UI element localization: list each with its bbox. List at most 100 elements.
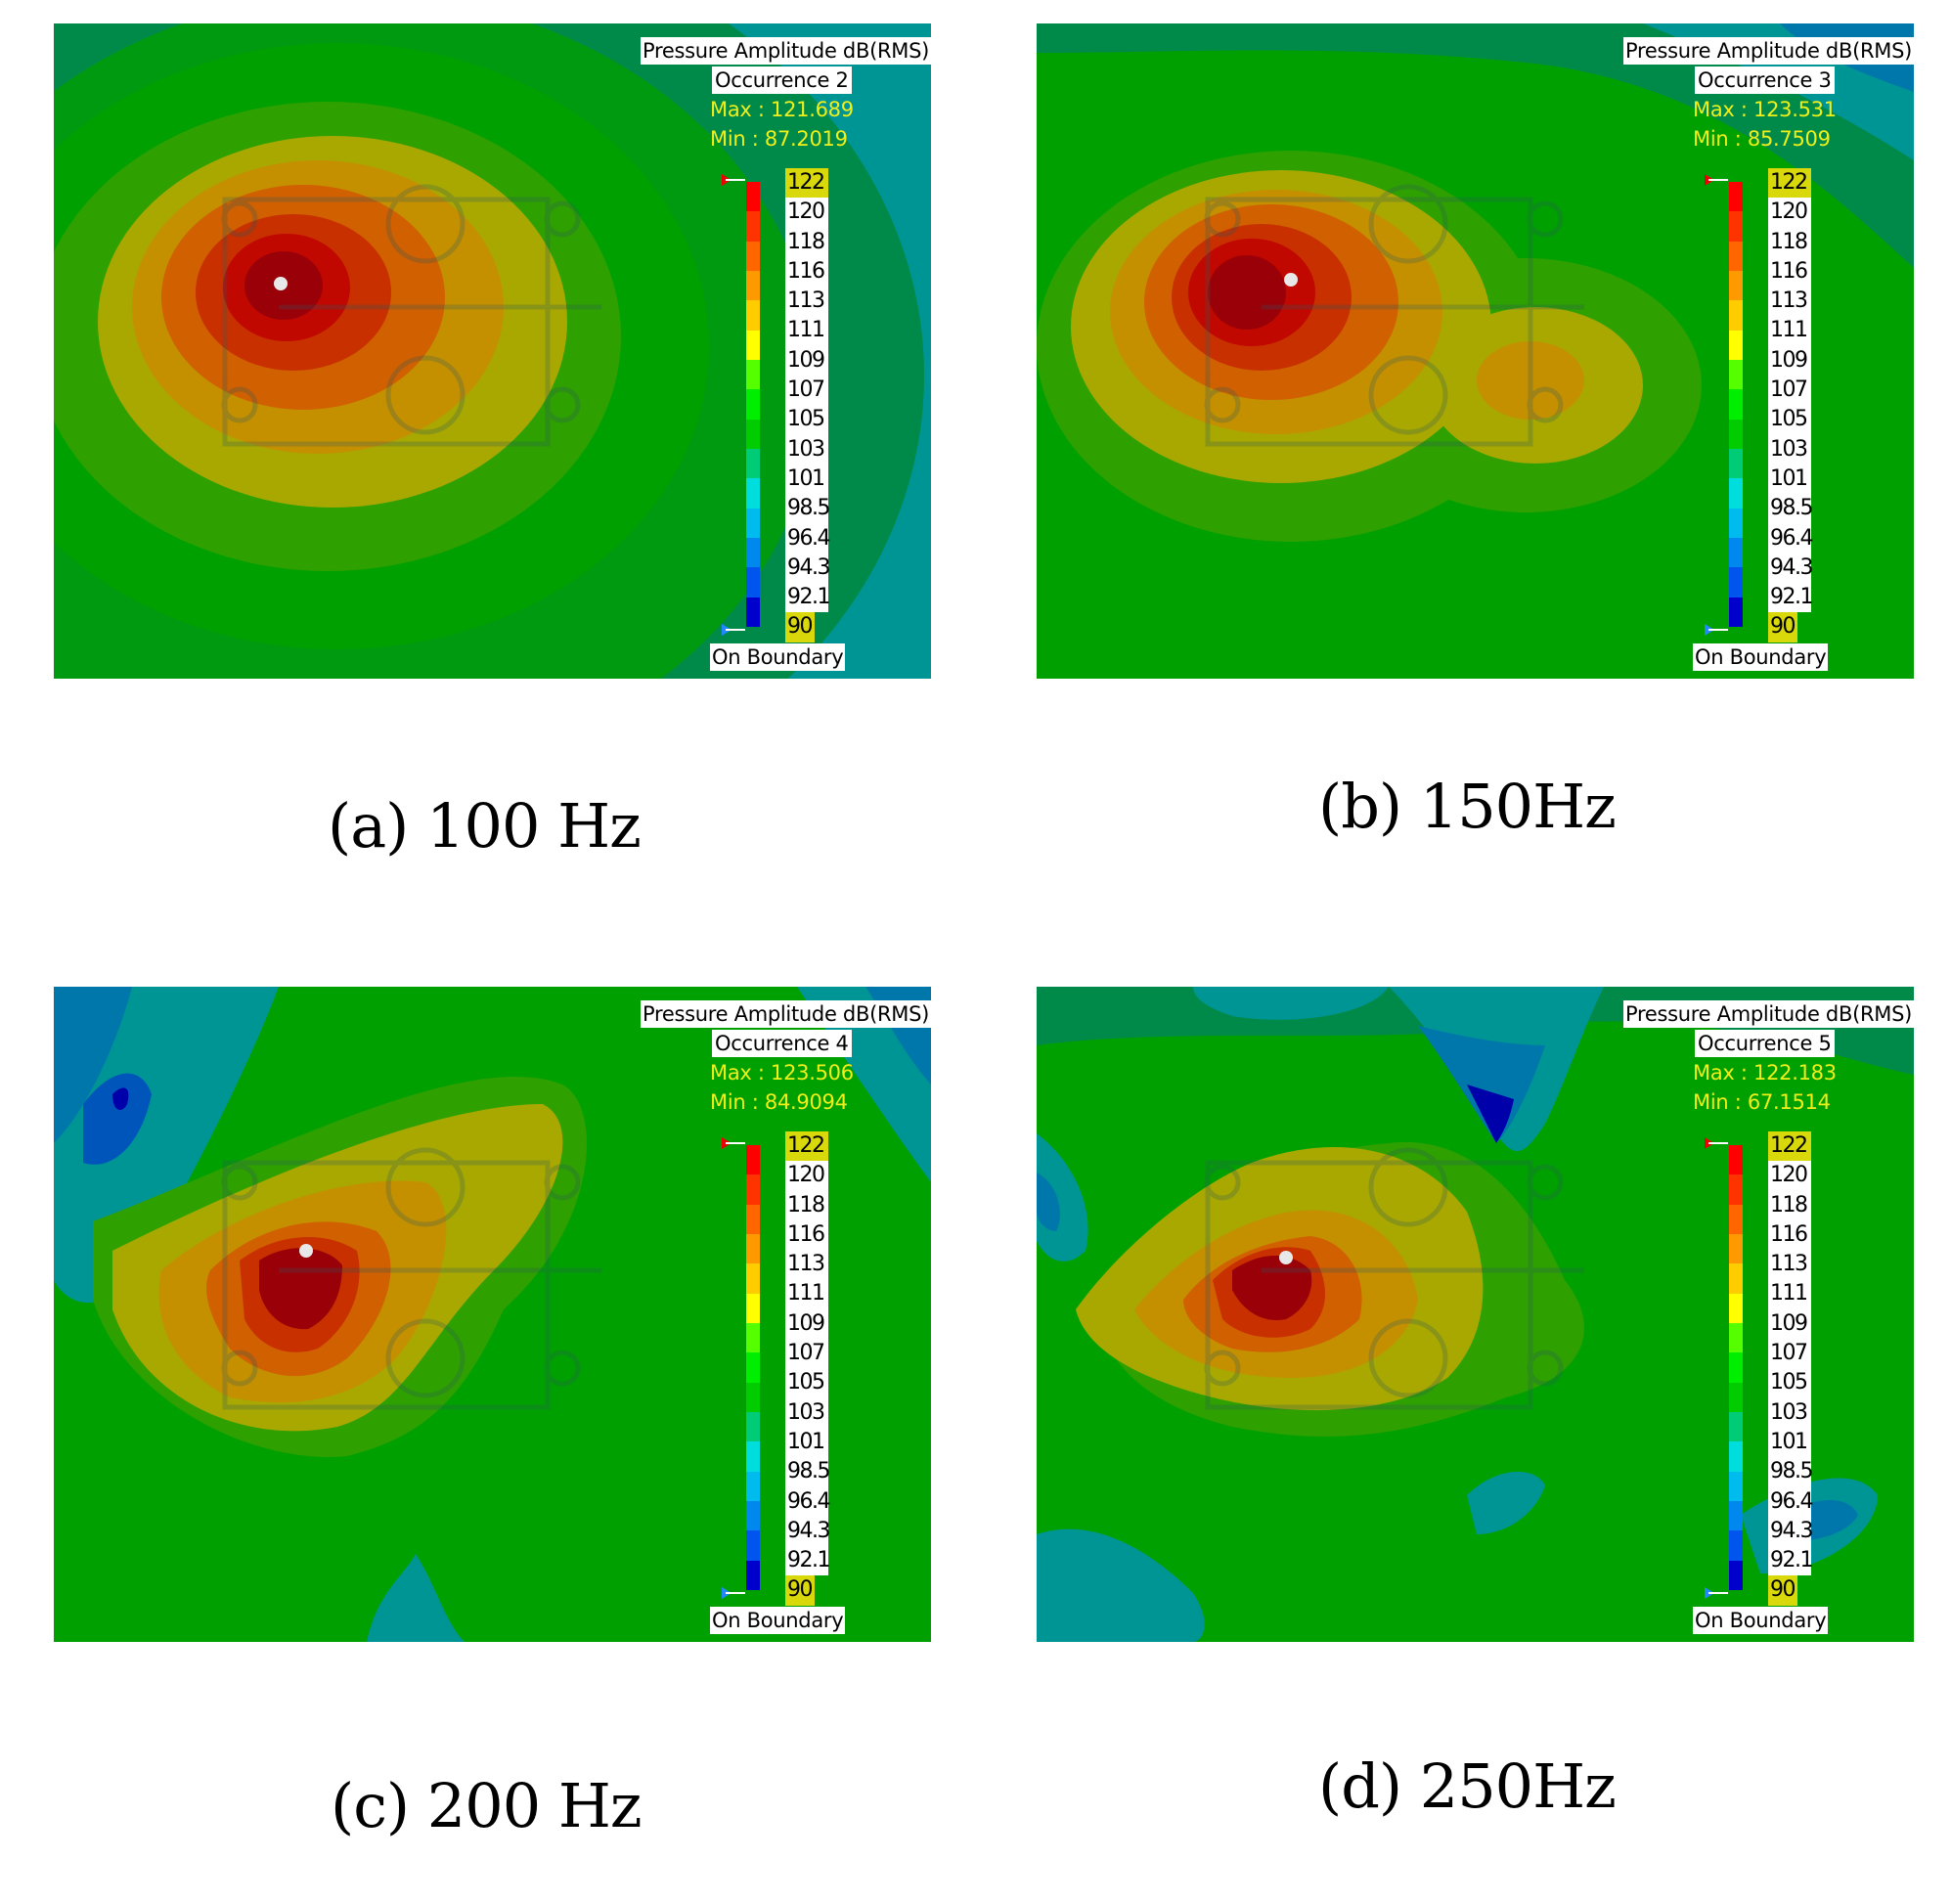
tick: 118 <box>1768 227 1811 257</box>
tick: 94.3 <box>785 553 830 584</box>
legend-max: Max : 123.506 <box>710 1061 854 1085</box>
contour-panel-c: Pressure Amplitude dB(RMS) Occurrence 4 … <box>54 987 931 1642</box>
tick: 120 <box>1768 1161 1811 1191</box>
colorbar-ticks: 122 120 118 116 113 111 109 107 105 103 … <box>785 168 830 642</box>
pressure-field-a <box>54 23 931 679</box>
tick: 103 <box>1768 434 1811 465</box>
tick: 111 <box>1768 1279 1811 1309</box>
tick: 120 <box>785 1161 828 1191</box>
tick: 122 <box>1768 168 1811 199</box>
tick: 96.4 <box>1768 523 1813 553</box>
legend-min: Min : 67.1514 <box>1693 1090 1831 1114</box>
tick: 113 <box>1768 1250 1811 1280</box>
legend-occurrence: Occurrence 4 <box>712 1030 852 1057</box>
legend-c: Pressure Amplitude dB(RMS) Occurrence 4 … <box>618 1000 931 1636</box>
legend-max: Max : 123.531 <box>1693 98 1837 121</box>
tick: 92.1 <box>1768 583 1813 613</box>
contour-panel-a: Pressure Amplitude dB(RMS) Occurrence 2 … <box>54 23 931 679</box>
tick: 90 <box>785 612 815 642</box>
colorbar-lower-slider[interactable] <box>1705 1587 1728 1599</box>
tick: 109 <box>1768 1308 1811 1340</box>
tick: 103 <box>785 434 828 465</box>
contour-panel-b: Pressure Amplitude dB(RMS) Occurrence 3 … <box>1037 23 1914 679</box>
tick: 116 <box>785 1219 828 1251</box>
tick: 113 <box>1768 287 1811 317</box>
pressure-field-b <box>1037 23 1914 679</box>
tick: 103 <box>1768 1397 1811 1428</box>
tick: 113 <box>785 1250 828 1280</box>
tick: 105 <box>785 1368 828 1398</box>
tick: 109 <box>785 1308 828 1340</box>
legend-a: Pressure Amplitude dB(RMS) Occurrence 2 … <box>618 37 931 673</box>
colorbar-lower-slider[interactable] <box>722 1587 745 1599</box>
colorbar-upper-slider[interactable] <box>1705 1137 1728 1149</box>
tick: 111 <box>1768 316 1811 346</box>
colorbar-upper-slider[interactable] <box>1705 174 1728 186</box>
legend-occurrence: Occurrence 3 <box>1695 66 1835 94</box>
tick: 101 <box>1768 1427 1811 1458</box>
colorbar-lower-slider[interactable] <box>1705 624 1728 636</box>
tick: 92.1 <box>1768 1546 1813 1576</box>
legend-title: Pressure Amplitude dB(RMS) <box>1623 37 1914 65</box>
colorbar-ticks: 122 120 118 116 113 111 109 107 105 103 … <box>1768 1131 1813 1606</box>
colorbar-ticks: 122 120 118 116 113 111 109 107 105 103 … <box>1768 168 1813 642</box>
tick: 109 <box>1768 345 1811 376</box>
tick: 116 <box>785 256 828 288</box>
legend-title: Pressure Amplitude dB(RMS) <box>1623 1000 1914 1028</box>
tick: 90 <box>1768 1575 1797 1606</box>
tick: 109 <box>785 345 828 376</box>
legend-min: Min : 87.2019 <box>710 127 848 151</box>
tick: 94.3 <box>1768 553 1813 584</box>
tick: 92.1 <box>785 1546 830 1576</box>
caption-a: (a) 100 Hz <box>328 790 642 862</box>
legend-b: Pressure Amplitude dB(RMS) Occurrence 3 … <box>1601 37 1914 673</box>
tick: 92.1 <box>785 583 830 613</box>
legend-boundary: On Boundary <box>710 1607 846 1634</box>
colorbar <box>1729 1145 1743 1590</box>
tick: 101 <box>785 1427 828 1458</box>
caption-c: (c) 200 Hz <box>331 1770 643 1841</box>
legend-boundary: On Boundary <box>710 643 846 671</box>
tick: 101 <box>1768 464 1811 495</box>
tick: 98.5 <box>1768 1457 1813 1487</box>
legend-min: Min : 85.7509 <box>1693 127 1831 151</box>
tick: 122 <box>1768 1131 1811 1162</box>
tick: 105 <box>1768 405 1811 435</box>
tick: 122 <box>785 168 828 199</box>
tick: 107 <box>1768 376 1811 406</box>
tick: 120 <box>1768 198 1811 228</box>
tick: 116 <box>1768 1219 1811 1251</box>
tick: 107 <box>1768 1339 1811 1369</box>
tick: 98.5 <box>1768 494 1813 524</box>
tick: 122 <box>785 1131 828 1162</box>
legend-max: Max : 122.183 <box>1693 1061 1837 1085</box>
tick: 118 <box>1768 1190 1811 1220</box>
tick: 96.4 <box>785 523 830 553</box>
legend-min: Min : 84.9094 <box>710 1090 848 1114</box>
colorbar-ticks: 122 120 118 116 113 111 109 107 105 103 … <box>785 1131 830 1606</box>
tick: 107 <box>785 1339 828 1369</box>
colorbar-lower-slider[interactable] <box>722 624 745 636</box>
tick: 98.5 <box>785 1457 830 1487</box>
legend-boundary: On Boundary <box>1693 1607 1829 1634</box>
tick: 107 <box>785 376 828 406</box>
legend-d: Pressure Amplitude dB(RMS) Occurrence 5 … <box>1601 1000 1914 1636</box>
caption-b: (b) 150Hz <box>1318 771 1617 842</box>
tick: 116 <box>1768 256 1811 288</box>
legend-max: Max : 121.689 <box>710 98 854 121</box>
colorbar-upper-slider[interactable] <box>722 1137 745 1149</box>
legend-occurrence: Occurrence 5 <box>1695 1030 1835 1057</box>
tick: 118 <box>785 1190 828 1220</box>
tick: 118 <box>785 227 828 257</box>
legend-boundary: On Boundary <box>1693 643 1829 671</box>
tick: 111 <box>785 316 828 346</box>
tick: 98.5 <box>785 494 830 524</box>
legend-title: Pressure Amplitude dB(RMS) <box>641 1000 931 1028</box>
caption-d: (d) 250Hz <box>1318 1750 1617 1822</box>
legend-title: Pressure Amplitude dB(RMS) <box>641 37 931 65</box>
tick: 120 <box>785 198 828 228</box>
tick: 90 <box>785 1575 815 1606</box>
colorbar-upper-slider[interactable] <box>722 174 745 186</box>
tick: 101 <box>785 464 828 495</box>
legend-occurrence: Occurrence 2 <box>712 66 852 94</box>
